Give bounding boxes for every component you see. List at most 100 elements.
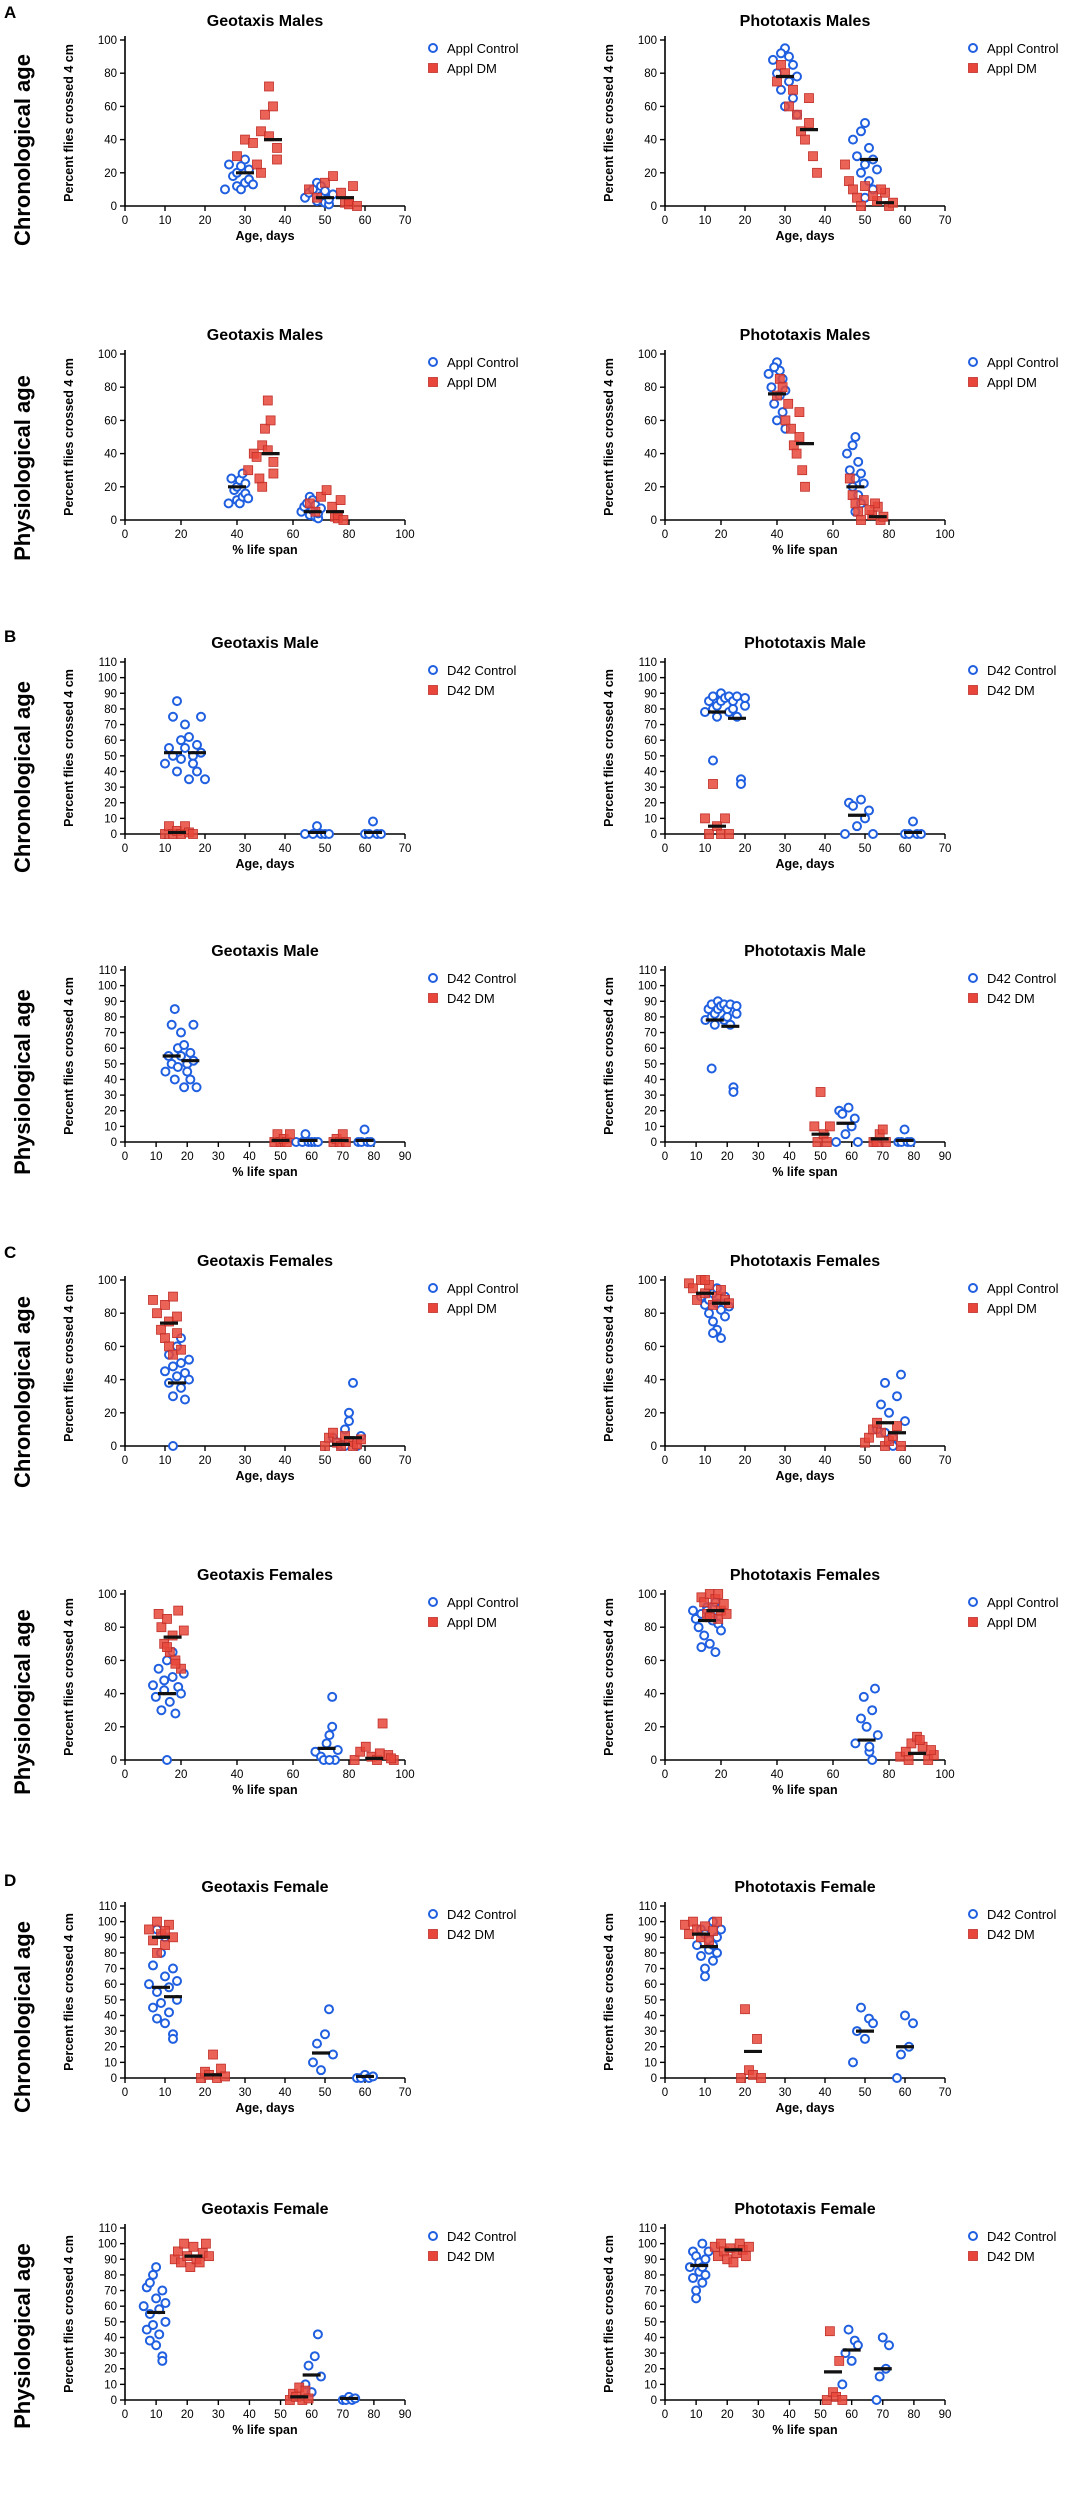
y-tick-label: 100 (638, 35, 657, 47)
data-point-dm (243, 465, 254, 476)
legend-marker-control (968, 1909, 978, 1919)
data-point-dm (824, 1121, 835, 1132)
data-point-control (324, 1755, 335, 1765)
data-point-control (763, 368, 774, 379)
y-tick-label: 30 (644, 2026, 657, 2038)
legend-marker-control (428, 665, 438, 675)
y-tick-label: 40 (104, 1689, 117, 1701)
data-point-control (844, 465, 855, 476)
chart-panel: Geotaxis Female0102030405060708090100110… (62, 1879, 516, 2115)
x-tick-label: 60 (899, 215, 912, 227)
data-point-control (240, 154, 250, 165)
data-point-dm (262, 395, 273, 406)
data-point-dm (360, 1741, 371, 1752)
data-point-dm (844, 473, 855, 484)
data-point-control (846, 2355, 857, 2366)
y-tick-label: 100 (98, 2239, 117, 2251)
y-tick-label: 90 (644, 2254, 657, 2266)
x-tick-label: 80 (907, 2409, 920, 2421)
data-point-control (188, 1019, 199, 1030)
data-point-dm (740, 2004, 750, 2015)
data-point-control (852, 821, 862, 832)
y-tick-label: 10 (644, 2379, 657, 2391)
data-point-dm (864, 505, 875, 515)
y-tick-label: 0 (651, 2073, 657, 2085)
data-point-control (192, 739, 202, 750)
data-point-control (312, 821, 322, 832)
legend-label: D42 DM (987, 991, 1035, 1006)
data-point-control (868, 2018, 878, 2029)
data-point-control (847, 440, 858, 451)
data-point-control (223, 498, 234, 509)
y-tick-label: 80 (644, 1012, 657, 1024)
x-tick-label: 0 (122, 2087, 128, 2099)
x-tick-label: 20 (739, 2087, 752, 2099)
x-tick-label: 20 (181, 1151, 194, 1163)
y-tick-label: 70 (104, 1028, 117, 1040)
data-point-control (184, 1374, 194, 1385)
x-tick-label: 10 (690, 1151, 703, 1163)
y-tick-label: 80 (644, 382, 657, 394)
x-tick-label: 30 (212, 2409, 225, 2421)
data-point-control (867, 1755, 878, 1765)
x-tick-label: 10 (159, 215, 172, 227)
data-point-control (160, 2316, 171, 2327)
y-tick-label: 20 (644, 1106, 657, 1118)
y-tick-label: 30 (104, 2026, 117, 2038)
y-axis-label: Percent flies crossed 4 cm (602, 1284, 616, 1442)
x-tick-label: 0 (662, 2409, 668, 2421)
y-tick-label: 100 (98, 673, 117, 685)
row-label: Chronological age (10, 54, 35, 246)
data-point-control (156, 1997, 166, 2008)
legend-marker-control (968, 1597, 978, 1607)
data-point-dm (160, 1926, 170, 1936)
data-point-dm (349, 1755, 360, 1765)
data-point-control (312, 2038, 322, 2049)
data-point-control (697, 2238, 708, 2249)
legend-label: Appl Control (447, 1281, 519, 1296)
data-point-control (856, 2002, 866, 2013)
data-point-dm (847, 490, 858, 501)
y-tick-label: 100 (638, 1275, 657, 1287)
data-point-control (157, 2355, 168, 2366)
y-tick-label: 0 (651, 1137, 657, 1149)
chart-title: Geotaxis Females (197, 1567, 333, 1584)
data-point-control (324, 829, 334, 839)
y-tick-label: 90 (104, 996, 117, 1008)
y-tick-label: 0 (111, 2395, 117, 2407)
legend-label: D42 DM (987, 683, 1035, 698)
legend-label: D42 Control (987, 663, 1056, 678)
data-point-control (191, 1082, 202, 1093)
data-point-dm (188, 2241, 199, 2252)
x-tick-label: 80 (343, 1769, 356, 1781)
legend-marker-control (968, 973, 978, 983)
data-point-control (308, 2057, 318, 2068)
data-point-dm (926, 1745, 936, 1755)
data-point-control (168, 2033, 178, 2044)
data-point-dm (713, 1589, 724, 1599)
data-point-dm (864, 1432, 874, 1443)
data-point-dm (264, 81, 274, 92)
row-label: Physiological age (10, 989, 35, 1175)
chart-title: Phototaxis Males (740, 327, 871, 344)
y-tick-label: 50 (644, 2317, 657, 2329)
data-point-dm (374, 1748, 385, 1759)
x-tick-label: 60 (359, 2087, 372, 2099)
data-point-control (696, 1951, 706, 1962)
y-tick-label: 60 (644, 415, 657, 427)
data-point-dm (791, 448, 802, 459)
y-axis-label: Percent flies crossed 4 cm (62, 1913, 76, 2071)
panel-letter: A (4, 3, 16, 22)
x-axis-label: Age, days (775, 1469, 834, 1483)
data-point-control (141, 2324, 152, 2335)
data-point-dm (740, 2251, 751, 2262)
data-point-control (176, 1027, 186, 1038)
y-tick-label: 80 (104, 382, 117, 394)
data-point-dm (260, 423, 270, 434)
chart-panel: Phototaxis Males 0 20 40 60 80 100 0 10 20 30 40 50 6… (602, 13, 1059, 243)
x-tick-label: 50 (859, 2087, 872, 2099)
data-point-control (908, 816, 918, 827)
data-point-dm (304, 184, 314, 195)
data-point-control (900, 2010, 910, 2021)
data-point-control (849, 1113, 860, 1124)
